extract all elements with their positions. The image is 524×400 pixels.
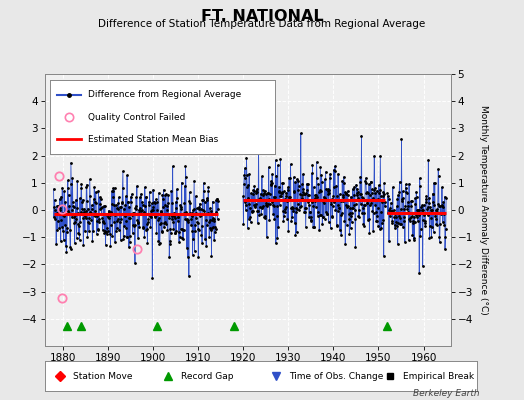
Text: Record Gap: Record Gap (181, 372, 233, 381)
Text: Berkeley Earth: Berkeley Earth (413, 389, 479, 398)
Text: Empirical Break: Empirical Break (403, 372, 474, 381)
Text: Estimated Station Mean Bias: Estimated Station Mean Bias (88, 135, 219, 144)
Text: Difference of Station Temperature Data from Regional Average: Difference of Station Temperature Data f… (99, 19, 425, 29)
Text: Difference from Regional Average: Difference from Regional Average (88, 90, 242, 99)
Text: Quality Control Failed: Quality Control Failed (88, 112, 185, 122)
Text: FT. NATIONAL: FT. NATIONAL (201, 9, 323, 24)
Y-axis label: Monthly Temperature Anomaly Difference (°C): Monthly Temperature Anomaly Difference (… (478, 105, 487, 315)
Text: Station Move: Station Move (73, 372, 132, 381)
Text: Time of Obs. Change: Time of Obs. Change (289, 372, 383, 381)
